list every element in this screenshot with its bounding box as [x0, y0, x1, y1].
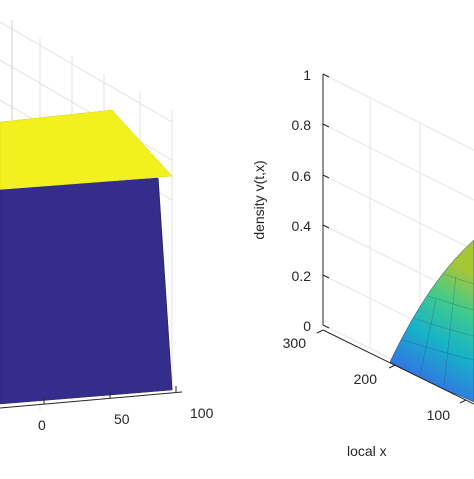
right-x-tick-label: 200	[354, 371, 378, 387]
right-x-ticks	[316, 329, 467, 404]
right-x-axis	[322, 329, 474, 405]
left-x-ticks	[43, 386, 177, 404]
right-z-tick-label: 0.4	[292, 218, 312, 234]
left-x-axis	[0, 391, 183, 409]
right-z-tick-label: 0	[303, 318, 311, 334]
right-z-axis-label: density v(t,x)	[251, 160, 267, 239]
left-x-tick-label: 0	[38, 417, 46, 433]
right-surface-mesh	[401, 273, 474, 387]
right-x-axis-label: local x	[347, 443, 387, 459]
left-surface-top	[0, 109, 173, 191]
left-surface-front	[0, 177, 173, 405]
right-z-tick-label: 1	[303, 67, 311, 83]
right-x-tick-label: 300	[283, 335, 307, 351]
left-surface-edge	[157, 177, 173, 391]
left-x-tick-label: 100	[190, 405, 214, 421]
left-x-tick-label: 50	[114, 411, 130, 427]
right-z-tick-label: 0.8	[292, 117, 312, 133]
right-z-tick-label: 0.2	[292, 268, 312, 284]
right-z-tick-label: 0.6	[292, 168, 312, 184]
right-x-tick-label: 100	[427, 407, 451, 423]
right-z-ticks	[322, 73, 330, 329]
right-panel: 0 0.2 0.4 0.6 0.8 1 density v(t,x) 300 2…	[251, 67, 474, 459]
left-panel: 0 50 100	[0, 20, 214, 433]
